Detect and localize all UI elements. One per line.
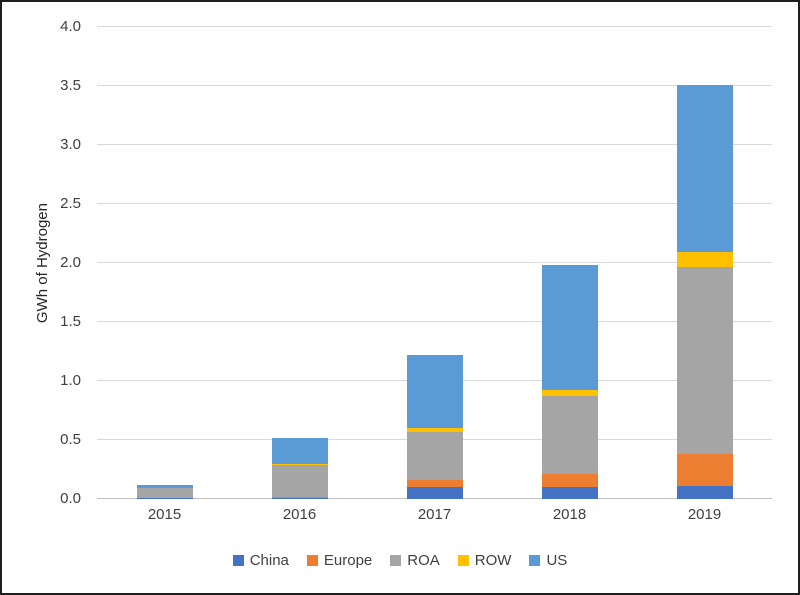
x-tick-label: 2016 [282, 506, 317, 523]
bar-2015 [136, 484, 193, 499]
y-tick-label: 2.5 [60, 195, 81, 212]
bar-2019 [676, 84, 733, 499]
gridline [97, 262, 772, 263]
legend-item-row: ROW [457, 552, 512, 569]
bar-segment-china-2015 [136, 497, 193, 499]
bar-segment-roa-2019 [676, 266, 733, 455]
x-tick-label: 2015 [147, 506, 182, 523]
gridline [97, 321, 772, 322]
bar-segment-roa-2015 [136, 488, 193, 498]
bar-segment-us-2018 [541, 265, 598, 391]
y-tick-label: 0.5 [60, 431, 81, 448]
bar-segment-roa-2017 [406, 431, 463, 481]
bar-segment-row-2016 [271, 463, 328, 465]
bar-segment-us-2019 [676, 84, 733, 253]
legend-swatch-china [232, 555, 244, 566]
bar-segment-us-2016 [271, 437, 328, 464]
bar-segment-us-2015 [136, 484, 193, 489]
bar-segment-china-2016 [271, 497, 328, 499]
y-axis: 0.0 0.5 1.0 1.5 2.0 2.5 3.0 3.5 4.0 [2, 18, 89, 507]
y-tick-label: 2.0 [60, 254, 81, 271]
legend-label: ROA [407, 552, 440, 569]
gridline [97, 85, 772, 86]
bar-segment-row-2019 [676, 252, 733, 267]
legend-swatch-europe [306, 555, 318, 566]
legend: China Europe ROA ROW US [2, 552, 798, 569]
plot-area [97, 26, 772, 499]
legend-swatch-roa [390, 555, 402, 566]
legend-item-europe: Europe [306, 552, 373, 569]
bar-segment-china-2017 [406, 487, 463, 499]
bar-2018 [541, 265, 598, 499]
y-tick-label: 4.0 [60, 18, 81, 35]
x-tick-label: 2019 [687, 506, 722, 523]
bar-segment-europe-2016 [271, 496, 328, 498]
bar-segment-row-2018 [541, 390, 598, 397]
y-tick-label: 3.0 [60, 136, 81, 153]
gridline [97, 144, 772, 145]
legend-swatch-us [529, 555, 541, 566]
bar-segment-row-2017 [406, 428, 463, 432]
x-tick-label: 2017 [417, 506, 452, 523]
bar-segment-roa-2016 [271, 464, 328, 497]
x-axis: 2015 2016 2017 2018 2019 [97, 506, 772, 528]
bar-segment-europe-2019 [676, 454, 733, 487]
bar-2016 [271, 437, 328, 499]
gridline [97, 203, 772, 204]
bar-segment-us-2017 [406, 355, 463, 429]
legend-label: ROW [474, 552, 512, 569]
y-tick-label: 1.0 [60, 372, 81, 389]
bar-segment-europe-2017 [406, 480, 463, 488]
y-tick-label: 0.0 [60, 490, 81, 507]
legend-swatch-row [457, 555, 469, 566]
bar-segment-roa-2018 [541, 396, 598, 475]
legend-item-roa: ROA [390, 552, 440, 569]
legend-label: China [249, 552, 289, 569]
bar-2017 [406, 355, 463, 499]
bar-segment-europe-2018 [541, 474, 598, 488]
y-tick-label: 3.5 [60, 77, 81, 94]
legend-item-china: China [232, 552, 289, 569]
legend-item-us: US [529, 552, 567, 569]
legend-label: US [546, 552, 568, 569]
bar-segment-china-2018 [541, 487, 598, 499]
legend-label: Europe [323, 552, 373, 569]
bar-segment-china-2019 [676, 486, 733, 499]
y-tick-label: 1.5 [60, 313, 81, 330]
gridline [97, 26, 772, 27]
x-tick-label: 2018 [552, 506, 587, 523]
